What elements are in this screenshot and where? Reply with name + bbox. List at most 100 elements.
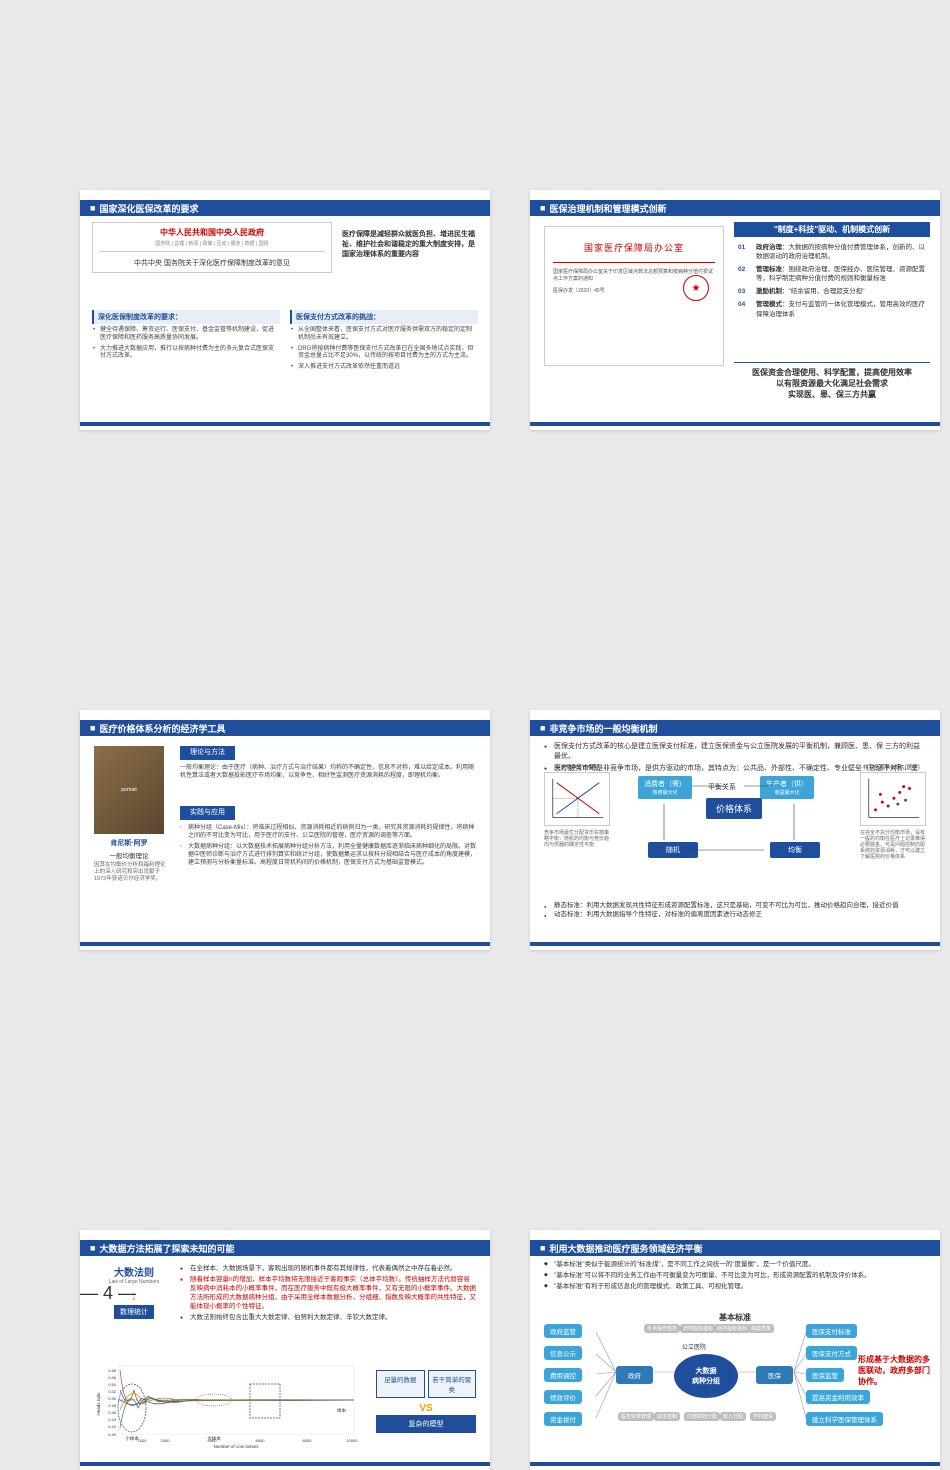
- slide-3: 医疗价格体系分析的经济学工具 portrait 肯尼斯·阿罗 一般均衡理论 因其…: [80, 710, 490, 950]
- svg-text:小样本: 小样本: [125, 1435, 139, 1442]
- grey-pill: 收入分配: [720, 1412, 746, 1421]
- slide-title: 非竞争市场的一般均衡机制: [530, 720, 940, 736]
- emblem-text: 中华人民共和国中央人民政府: [99, 227, 325, 238]
- grey-pill: 耗材指标指标: [714, 1324, 750, 1333]
- svg-text:1000: 1000: [138, 1438, 148, 1443]
- center-title: 基本标准: [530, 1312, 940, 1323]
- box-left-item: 健全待遇保障、筹资运行、医保支付、基金监管等机制建设，促进医疗保障和医药服务高质…: [100, 327, 278, 343]
- svg-text:样本: 样本: [337, 1407, 346, 1414]
- slide-footer: [530, 422, 940, 426]
- box-title: "制度+科技"驱动、机制模式创新: [734, 222, 930, 237]
- doc-red-title: 国家医疗保障局办公室: [553, 241, 715, 254]
- left-pill: 政府监管: [544, 1324, 582, 1338]
- stat-tag: 数理统计: [114, 1305, 154, 1319]
- box-right-item: DRG将按病种付费等医保支付方式改革已在全国多地试点实践，但资金总量占比不足30…: [298, 346, 476, 362]
- slide-5: 大数据方法拓展了探索未知的可能 大数法则 Law of Large Number…: [80, 1230, 490, 1470]
- pub-label: 公立医院: [682, 1342, 706, 1351]
- slide-1: 国家深化医保改革的要求 中华人民共和国中央人民政府 国务院 | 总理 | 新闻 …: [80, 190, 490, 430]
- box-right: 医保支付方式改革的挑战： 从全国整体来看，医保支付方式对医疗服务供需双方的稳定的…: [290, 310, 478, 375]
- seal-icon: ★: [683, 275, 709, 301]
- right-pill: 建立科学医保管理体系: [806, 1412, 883, 1426]
- svg-text:10000: 10000: [346, 1438, 358, 1443]
- box-right-item: 从全国整体来看，医保支付方式对医疗服务供需双方的稳定的定制机制尚未有效建立。: [298, 327, 476, 343]
- svg-text:0.56: 0.56: [108, 1375, 117, 1380]
- svg-text:8000: 8000: [303, 1438, 313, 1443]
- practice-text: 病种分组（Case-Mix）：将临床过程相似、资源消耗相近的病例归为一类，研究其…: [180, 824, 476, 841]
- person-desc: 因其在均衡价分析和福利理论上的深入研究和突出贡献于1972年获诺贝尔经济学奖。: [94, 862, 168, 883]
- slides-container: 国家深化医保改革的要求 中华人民共和国中央人民政府 国务院 | 总理 | 新闻 …: [80, 190, 940, 1470]
- model-box: 复杂的模型: [376, 1415, 476, 1433]
- slide-footer: [530, 942, 940, 946]
- innovation-box: "制度+科技"驱动、机制模式创新 01政府治理：大数据的按病种分值付费管理体系，…: [734, 222, 930, 329]
- svg-text:0.52: 0.52: [108, 1389, 117, 1394]
- svg-text:大样本: 大样本: [207, 1435, 221, 1442]
- supply-demand-plot: 完全竞争定价模型: [544, 772, 610, 826]
- gov-document: 中华人民共和国中央人民政府 国务院 | 总理 | 新闻 | 政策 | 互动 | …: [92, 222, 332, 273]
- theory-text: 一般均衡理论：由于医疗（病种、治疗方式与治疗结果）均称的不确定性、信息不对称，难…: [180, 764, 476, 781]
- svg-text:0.48: 0.48: [108, 1403, 117, 1408]
- right-pill: 医保监管: [806, 1368, 844, 1382]
- slide-title: 医保治理机制和管理模式创新: [530, 200, 940, 216]
- box-left: 深化医保制度改革的要求： 健全待遇保障、筹资运行、医保支付、基金监管等机制建设，…: [92, 310, 280, 364]
- yibao-pill: 医保: [756, 1366, 793, 1384]
- box-left-title: 深化医保制度改革的要求：: [92, 310, 280, 324]
- bullet: "基本标准"类似于能源统计的"标准煤"，是不同工作之间统一的"度量衡"，是一个价…: [544, 1260, 926, 1269]
- grey-pill: 学科建设: [750, 1412, 776, 1421]
- bullet: "基本标准"可以将不同的业务工作由不可衡量变为可衡量、不可比变为可比，形成资源配…: [544, 1271, 926, 1280]
- tag: 理论与方法: [180, 746, 235, 760]
- big-data-diagram: 政府监管 信息公示 费用调控 绩效评价 资金拨付 政府 医保 大数据病种分组 公…: [544, 1324, 926, 1444]
- bullet: "基本标准"有利于形成信息化的管理模式、政策工具、可视化管理。: [544, 1282, 926, 1291]
- law-title: 大数法则: [94, 1264, 174, 1279]
- bullets-right: 在全样本、大数据场景下，客观出现的随机事件都有其规律性，代表着偶然之中存在着必然…: [180, 1264, 476, 1325]
- svg-text:2000: 2000: [161, 1438, 171, 1443]
- list-item: 03激励机制："结余留用、合理超支分担": [738, 287, 926, 296]
- top-bullets: "基本标准"类似于能源统计的"标准煤"，是不同工作之间统一的"度量衡"，是一个价…: [544, 1260, 926, 1293]
- equilibrium-diagram: 完全竞争定价模型 竞争市场最优分配货币实施策略平衡：随机的均衡与竞价趋向与供器的…: [544, 772, 926, 892]
- svg-text:0.58: 0.58: [108, 1368, 117, 1373]
- gov-pill: 政府: [616, 1366, 653, 1384]
- right-pill: 提高资金利用效率: [806, 1390, 870, 1404]
- svg-text:0.40: 0.40: [108, 1432, 117, 1437]
- theory-block: 理论与方法 一般均衡理论：由于医疗（病种、治疗方式与治疗结果）均称的不确定性、信…: [180, 746, 476, 781]
- vs-label: VS: [376, 1402, 476, 1415]
- red-callout: 形成基于大数据的多医联动，政府多部门协作。: [858, 1354, 930, 1388]
- center-oval: 大数据病种分组: [674, 1354, 738, 1398]
- bottom-summary: 医保资金合理使用、科学配置，提高使用效率 以有限资源最大化满足社会需求 实现医、…: [734, 362, 930, 401]
- slide-title: 医疗价格体系分析的经济学工具: [80, 720, 490, 736]
- footer-bullets: 静态标准：利用大数据发现共性特征形成资源配置标准，这只是基础，可变不可比为可比，…: [544, 902, 926, 921]
- box-right-title: 医保支付方式改革的挑战：: [290, 310, 478, 324]
- row-gap: [80, 990, 940, 1190]
- plot-left-note: 竞争市场最优分配货币实施策略平衡：随机的均衡与竞价趋向与供器的确定性平衡: [544, 830, 610, 848]
- slide-footer: [80, 422, 490, 426]
- slide-title: 国家深化医保改革的要求: [80, 200, 490, 216]
- person-subtitle: 一般均衡理论: [94, 850, 164, 860]
- scatter-plot: 非完全竞争市场（医疗）: [860, 772, 926, 826]
- side-boxes: 足量的数据 若干简单的聚类 VS 复杂的模型: [376, 1370, 476, 1433]
- list-item: 01政府治理：大数据的按病种分值付费管理体系，创新的、以数据驱动的政府治理机制。: [738, 243, 926, 261]
- bullet: 静态标准：利用大数据发现共性特征形成资源配置标准，这只是基础，可变不可比为可比，…: [544, 902, 926, 910]
- right-pill: 医保支付标准: [806, 1324, 857, 1338]
- list-item: 02管理标准：围绕政府治理、医保经办、医院管理、资源配置等，科学制定病种分值付费…: [738, 265, 926, 283]
- bullet: 在全样本、大数据场景下，客观出现的随机事件都有其规律性，代表着偶然之中存在着必然…: [180, 1264, 476, 1273]
- grey-pill: 病案质量: [748, 1324, 774, 1333]
- emblem-subline: 国务院 | 总理 | 新闻 | 政策 | 互动 | 服务 | 数据 | 国情: [99, 240, 325, 247]
- svg-text:0.44: 0.44: [108, 1417, 117, 1422]
- official-doc: 国家医疗保障局办公室 国家医疗保障局办公室关于印发区域点数法总额预算和按病种分值…: [544, 226, 724, 366]
- list-item: 04管理模式：支付与监管的一体化管理模式，管用高效的医疗保障治理体系: [738, 300, 926, 318]
- summary-right: 医疗保障是减轻群众就医负担、增进民生福祉、维护社会和谐稳定的重大制度安排，是国家…: [342, 230, 478, 259]
- plot-right-note: 在完全不充分均衡市场，设有一般的均衡在医疗上记录难得必要融金，可是问题控制均配系…: [860, 830, 926, 860]
- practice-block: 实践与应用 病种分组（Case-Mix）：将临床过程相似、资源消耗相近的病例归为…: [180, 806, 476, 870]
- slide-4: 非竞争市场的一般均衡机制 医保支付方式改革的核心是建立医保支付标准，建立医保资金…: [530, 710, 940, 950]
- left-pill: 绩效评价: [544, 1390, 582, 1404]
- bullet: 动态标准：利用大数据指导个性特征，对标准的偏离度因素进行动态修正: [544, 911, 926, 919]
- portrait-photo: portrait: [94, 746, 164, 834]
- person-name: 肯尼斯·阿罗: [94, 838, 164, 848]
- svg-text:0.42: 0.42: [108, 1424, 117, 1429]
- svg-text:Heads ratio: Heads ratio: [96, 1392, 101, 1416]
- slide-footer: [80, 1462, 490, 1466]
- grey-pill: 医务效率管理: [618, 1412, 654, 1421]
- slide-2: 医保治理机制和管理模式创新 国家医疗保障局办公室 国家医疗保障局办公室关于印发区…: [530, 190, 940, 430]
- slide-title: 利用大数据推动医疗服务领域经济平衡: [530, 1240, 940, 1256]
- bullet: 随着样本容量n的增加，样本平均数将无限接近于客观事实（总体平均数）。传统抽样方法…: [180, 1275, 476, 1311]
- left-pill: 信息公示: [544, 1346, 582, 1360]
